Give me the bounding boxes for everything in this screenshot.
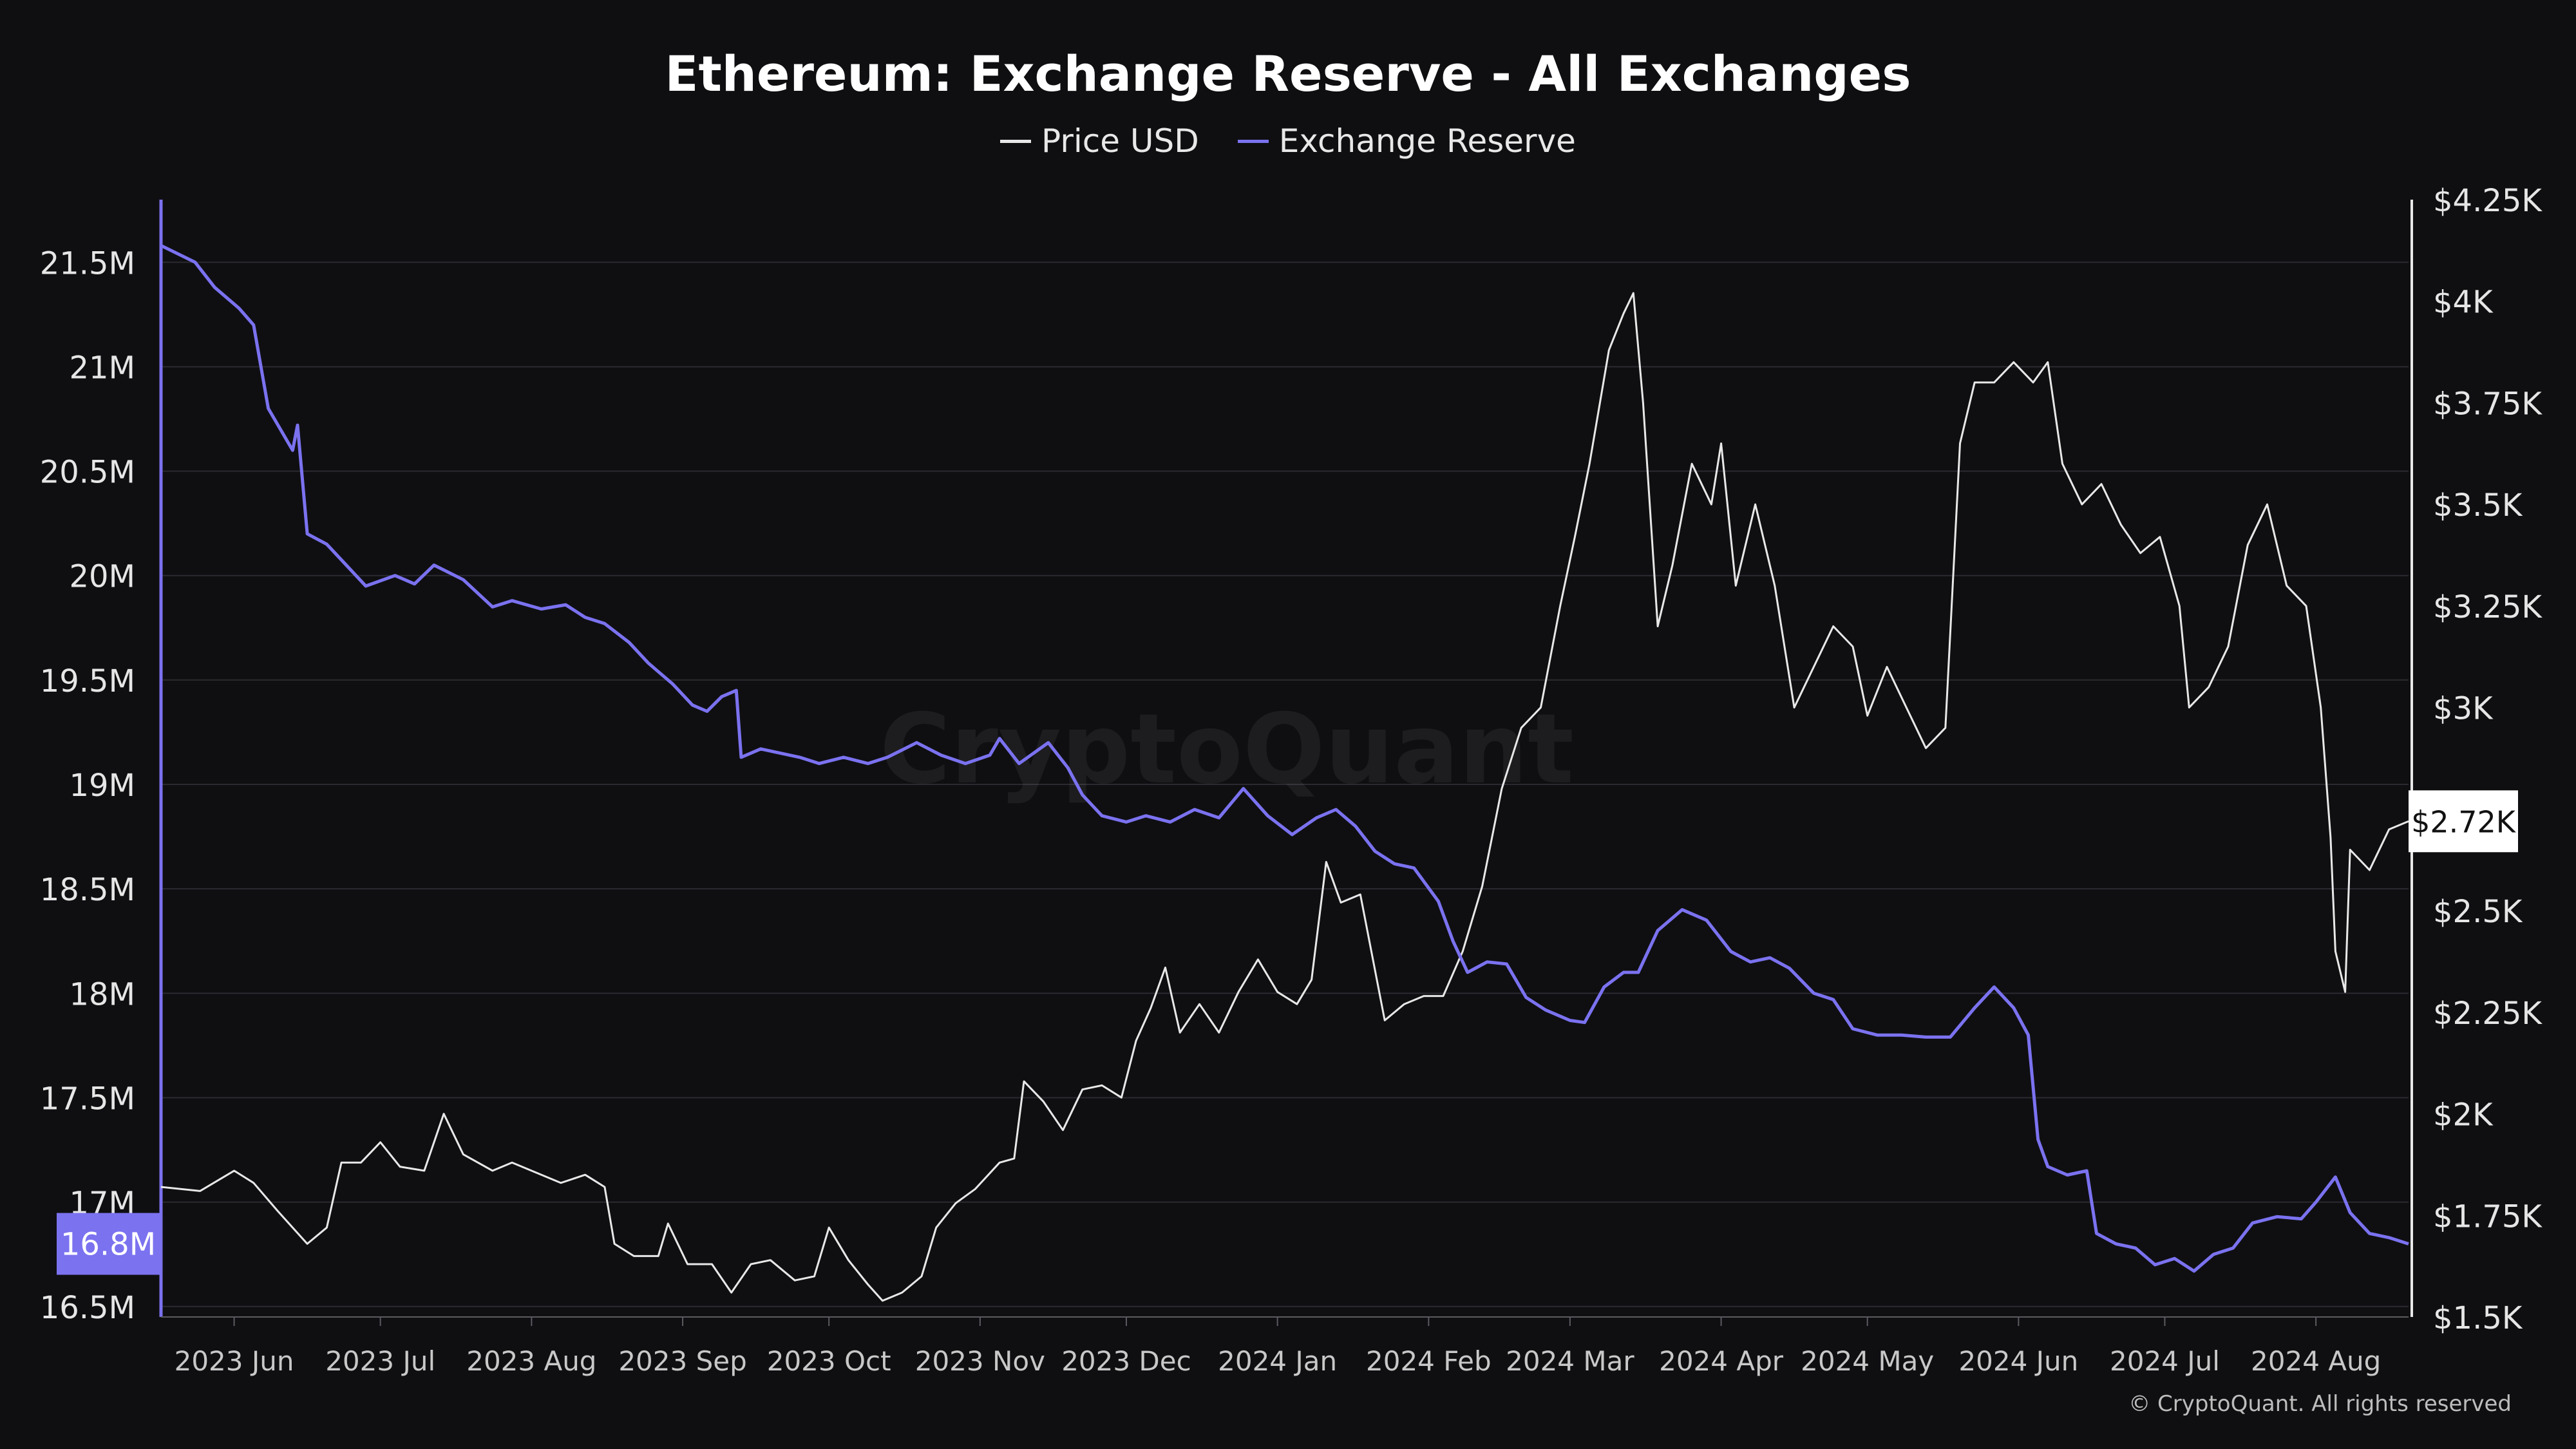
left-tick-label: 19M	[70, 768, 136, 804]
legend-item-price[interactable]: Price USD	[1000, 122, 1199, 160]
left-tick-label: 20M	[70, 559, 136, 595]
current-value-markers: 16.8M $2.72K	[57, 790, 2518, 1275]
left-tick-label: 18.5M	[40, 872, 135, 908]
right-tick-label: $2.5K	[2433, 894, 2523, 930]
x-axis: 2023 Jun 2023 Jul 2023 Aug 2023 Sep 2023 Oct…	[161, 1316, 2409, 1377]
x-tick-label: 2023 Aug	[466, 1345, 596, 1377]
x-tick-label: 2023 Sep	[618, 1345, 746, 1377]
left-tick-label: 16.5M	[40, 1290, 135, 1326]
x-tick-label: 2024 May	[1801, 1345, 1934, 1377]
right-tick-label: $2.25K	[2433, 996, 2543, 1032]
left-tick-label: 20.5M	[40, 455, 135, 491]
x-tick-label: 2024 Apr	[1659, 1345, 1784, 1377]
legend-label-price: Price USD	[1041, 122, 1199, 160]
chart-legend: Price USD Exchange Reserve	[0, 122, 2576, 160]
left-tick-label: 21.5M	[40, 245, 135, 281]
legend-swatch-reserve	[1237, 139, 1269, 143]
chart-title: Ethereum: Exchange Reserve - All Exchang…	[665, 45, 1911, 102]
x-tick-label: 2024 Mar	[1506, 1345, 1634, 1377]
right-axis: $1.5K $1.75K $2K $2.25K $2.5K $3K $3.25K $3.5K $…	[2410, 183, 2543, 1336]
left-tick-label: 17.5M	[40, 1081, 135, 1117]
x-tick-label: 2024 Jan	[1218, 1345, 1337, 1377]
left-tick-label: 18M	[70, 976, 136, 1012]
series-line-exchange-reserve[interactable]	[160, 244, 2409, 1273]
left-axis: 16.5M17M17.5M18M18.5M19M19.5M20M20.5M21M…	[40, 200, 163, 1326]
x-tick-label: 2023 Nov	[915, 1345, 1045, 1377]
legend-item-reserve[interactable]: Exchange Reserve	[1237, 122, 1576, 160]
x-tick-label: 2024 Aug	[2251, 1345, 2381, 1377]
series-group	[160, 244, 2409, 1302]
x-tick-label: 2024 Feb	[1366, 1345, 1492, 1377]
right-tick-label: $3K	[2433, 691, 2494, 727]
legend-swatch-price	[1000, 139, 1032, 143]
right-tick-label: $4.25K	[2433, 183, 2543, 219]
series-line-price[interactable]	[160, 292, 2409, 1302]
x-tick-label: 2023 Jun	[175, 1345, 294, 1377]
left-tick-label: 21M	[70, 350, 136, 386]
right-tick-label: $3.5K	[2433, 488, 2523, 524]
right-current-value-box	[2409, 790, 2518, 853]
left-tick-label: 19.5M	[40, 663, 135, 699]
x-tick-label: 2023 Jul	[325, 1345, 435, 1377]
watermark: CryptoQuant	[880, 694, 1574, 806]
left-current-value-label: 16.8M	[61, 1226, 156, 1262]
right-tick-label: $1.75K	[2433, 1198, 2543, 1235]
right-tick-label: $1.5K	[2433, 1300, 2523, 1336]
x-tick-label: 2023 Dec	[1061, 1345, 1191, 1377]
x-tick-label: 2024 Jun	[1958, 1345, 2078, 1377]
right-tick-label: $3.75K	[2433, 386, 2543, 422]
right-current-value-label: $2.72K	[2411, 804, 2517, 839]
right-tick-label: $3.25K	[2433, 589, 2543, 625]
x-tick-label: 2023 Oct	[767, 1345, 891, 1377]
x-tick-label: 2024 Jul	[2110, 1345, 2220, 1377]
left-current-value-box	[57, 1213, 160, 1275]
right-tick-label: $4K	[2433, 285, 2494, 321]
legend-label-reserve: Exchange Reserve	[1278, 122, 1576, 160]
right-tick-label: $2K	[2433, 1097, 2494, 1133]
copyright-footer: © CryptoQuant. All rights reserved	[2128, 1391, 2512, 1417]
